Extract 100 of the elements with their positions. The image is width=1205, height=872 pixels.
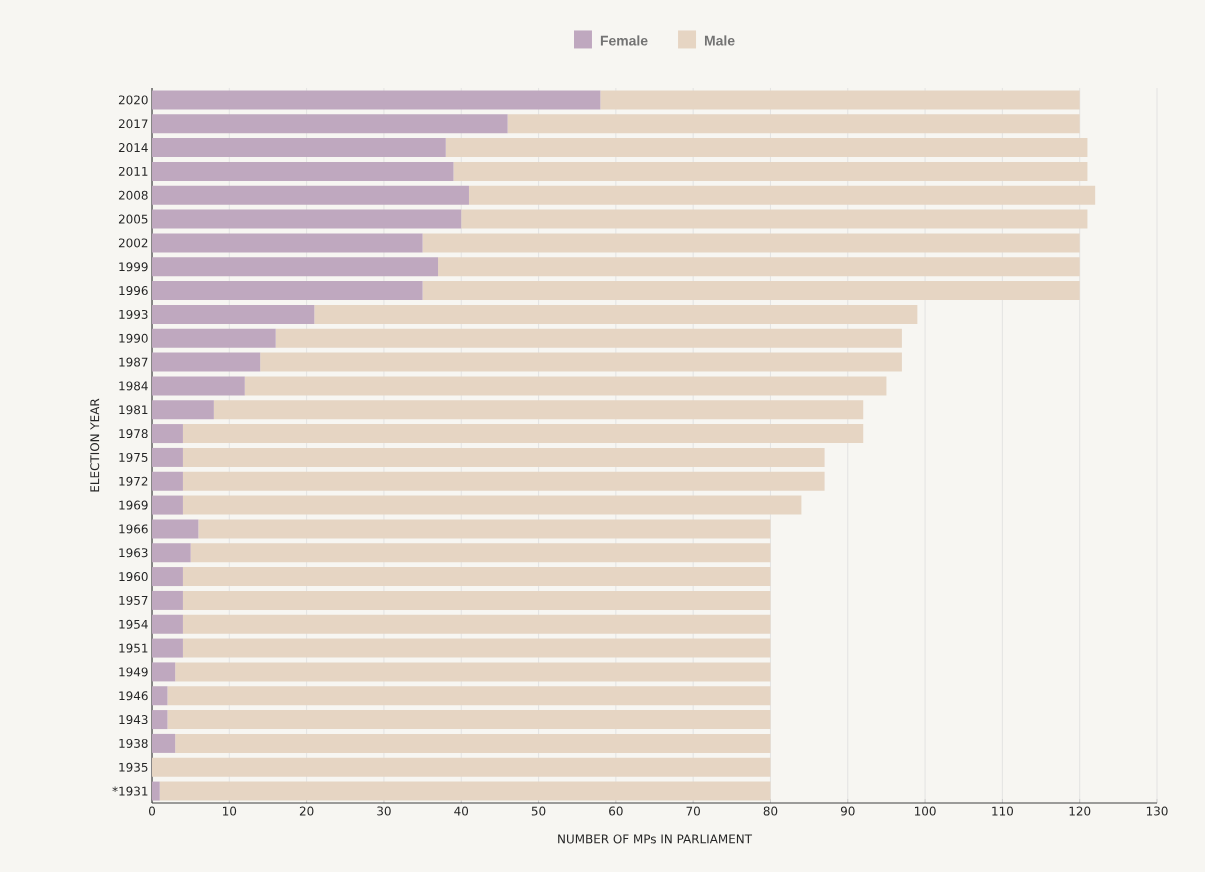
- y-tick-label: 1938: [119, 738, 148, 748]
- bar: [422, 233, 1080, 253]
- y-tick-label: 1949: [119, 667, 148, 677]
- bar: [182, 614, 771, 634]
- x-tick-label: 20: [299, 806, 314, 816]
- legend-label: Female: [600, 35, 648, 46]
- bar: [152, 781, 160, 801]
- bar: [152, 233, 423, 253]
- x-tick-label: 40: [454, 806, 469, 816]
- bar: [461, 209, 1088, 229]
- bar: [152, 90, 601, 110]
- bar: [182, 638, 771, 658]
- x-tick-label: 90: [840, 806, 855, 816]
- bar: [152, 185, 469, 205]
- bar: [152, 638, 183, 658]
- x-tick-label: 120: [1069, 806, 1091, 816]
- bar: [182, 471, 825, 491]
- bar: [152, 543, 191, 563]
- bar: [152, 400, 214, 420]
- bar: [152, 209, 462, 229]
- x-tick-label: 10: [223, 806, 237, 816]
- x-tick-label: 130: [1146, 806, 1168, 816]
- x-tick-label: 70: [686, 806, 700, 816]
- y-tick-label: 1999: [119, 262, 148, 272]
- bar: [152, 590, 183, 610]
- bar: [260, 352, 902, 372]
- y-tick-label: 1957: [119, 595, 148, 605]
- y-tick-label: 1966: [119, 524, 148, 534]
- y-tick-label: 1954: [119, 619, 148, 629]
- y-tick-label: 1993: [119, 309, 148, 319]
- bar: [152, 376, 245, 396]
- bar: [152, 733, 176, 753]
- y-tick-label: 1946: [119, 691, 148, 701]
- bar: [167, 686, 771, 706]
- bar: [152, 447, 183, 467]
- bar: [182, 447, 825, 467]
- bar: [152, 352, 261, 372]
- bar: [182, 567, 771, 587]
- bar: [182, 495, 802, 515]
- x-tick-label: 110: [992, 806, 1013, 816]
- x-tick-label: 30: [377, 806, 391, 816]
- y-tick-label: *1931: [112, 786, 148, 796]
- y-tick-label: 1960: [119, 572, 148, 582]
- bar: [152, 614, 183, 634]
- bar: [438, 257, 1080, 277]
- bar: [152, 519, 199, 539]
- bar: [152, 328, 276, 348]
- bar: [152, 304, 315, 324]
- bar: [507, 114, 1080, 134]
- x-tick-label: 50: [531, 806, 546, 816]
- y-tick-label: 1978: [119, 429, 148, 439]
- bar: [213, 400, 864, 420]
- bar: [453, 161, 1088, 181]
- x-tick-label: 80: [763, 806, 778, 816]
- bar: [152, 662, 176, 682]
- bar: [182, 590, 771, 610]
- y-tick-label: 2002: [118, 238, 148, 248]
- bar: [152, 471, 183, 491]
- y-tick-label: 1996: [119, 286, 148, 296]
- bar: [152, 424, 183, 444]
- bar: [152, 686, 168, 706]
- bar: [152, 114, 508, 134]
- bar: [167, 710, 771, 730]
- y-tick-label: 2008: [118, 190, 148, 200]
- bar: [468, 185, 1096, 205]
- y-tick-label: 1987: [119, 357, 148, 367]
- y-tick-label: 2014: [118, 143, 148, 153]
- bar: [198, 519, 771, 539]
- bar: [152, 281, 423, 301]
- y-tick-label: 1943: [119, 715, 148, 725]
- x-tick-label: 0: [148, 806, 156, 816]
- bar: [445, 138, 1088, 158]
- y-tick-label: 1935: [119, 762, 148, 772]
- y-tick-label: 1984: [119, 381, 148, 391]
- bar: [175, 733, 771, 753]
- bar: [422, 281, 1080, 301]
- y-tick-label: 1969: [119, 500, 148, 510]
- y-tick-label: 1975: [119, 452, 148, 462]
- bar: [275, 328, 902, 348]
- y-tick-label: 1981: [119, 405, 148, 415]
- y-tick-label: 2017: [118, 119, 148, 129]
- y-tick-label: 2005: [118, 214, 148, 224]
- bar: [314, 304, 918, 324]
- x-tick-label: 60: [609, 806, 623, 816]
- y-tick-label: 1990: [119, 333, 148, 343]
- x-axis-title: NUMBER OF MPs IN PARLIAMENT: [558, 834, 753, 844]
- y-tick-label: 1963: [119, 548, 148, 558]
- bar: [152, 161, 454, 181]
- bar: [159, 781, 771, 801]
- y-tick-label: 2011: [118, 166, 148, 176]
- bar: [244, 376, 887, 396]
- bar: [175, 662, 771, 682]
- bar: [152, 495, 183, 515]
- bar: [152, 757, 771, 777]
- bar: [190, 543, 771, 563]
- y-axis-title: ELECTION YEAR: [90, 398, 100, 492]
- bar: [152, 710, 168, 730]
- y-tick-label: 2020: [118, 95, 148, 105]
- y-tick-label: 1972: [119, 476, 148, 486]
- bar: [182, 424, 864, 444]
